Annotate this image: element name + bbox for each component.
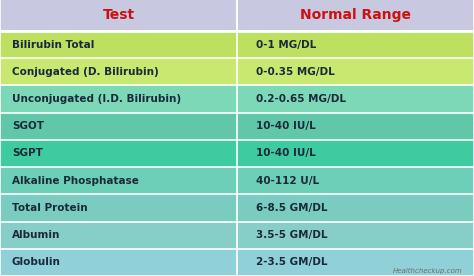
Text: Albumin: Albumin [12, 230, 60, 240]
Text: SGOT: SGOT [12, 121, 44, 131]
Text: Total Protein: Total Protein [12, 203, 88, 213]
Text: 6-8.5 GM/DL: 6-8.5 GM/DL [256, 203, 328, 213]
Bar [0, 249, 474, 276]
Text: SGPT: SGPT [12, 148, 43, 158]
Text: Bilirubin Total: Bilirubin Total [12, 39, 94, 49]
Text: Unconjugated (I.D. Bilirubin): Unconjugated (I.D. Bilirubin) [12, 94, 181, 104]
Text: Normal Range: Normal Range [300, 9, 411, 22]
Bar [0, 140, 474, 167]
Bar [0, 0, 474, 31]
Bar [0, 85, 474, 113]
Text: 3.5-5 GM/DL: 3.5-5 GM/DL [256, 230, 328, 240]
Bar [0, 113, 474, 140]
Text: Healthcheckup.com: Healthcheckup.com [392, 268, 462, 274]
Text: 10-40 IU/L: 10-40 IU/L [256, 148, 316, 158]
Text: 2-3.5 GM/DL: 2-3.5 GM/DL [256, 258, 328, 267]
Text: 40-112 U/L: 40-112 U/L [256, 176, 319, 186]
Text: 0-0.35 MG/DL: 0-0.35 MG/DL [256, 67, 335, 77]
Text: 10-40 IU/L: 10-40 IU/L [256, 121, 316, 131]
Text: 0-1 MG/DL: 0-1 MG/DL [256, 39, 316, 49]
Bar [0, 222, 474, 249]
Bar [0, 167, 474, 194]
Bar [0, 194, 474, 222]
Text: Test: Test [102, 9, 135, 22]
Text: Alkaline Phosphatase: Alkaline Phosphatase [12, 176, 139, 186]
Text: Globulin: Globulin [12, 258, 61, 267]
Bar [0, 31, 474, 58]
Text: Conjugated (D. Bilirubin): Conjugated (D. Bilirubin) [12, 67, 159, 77]
Text: 0.2-0.65 MG/DL: 0.2-0.65 MG/DL [256, 94, 346, 104]
Bar [0, 58, 474, 85]
